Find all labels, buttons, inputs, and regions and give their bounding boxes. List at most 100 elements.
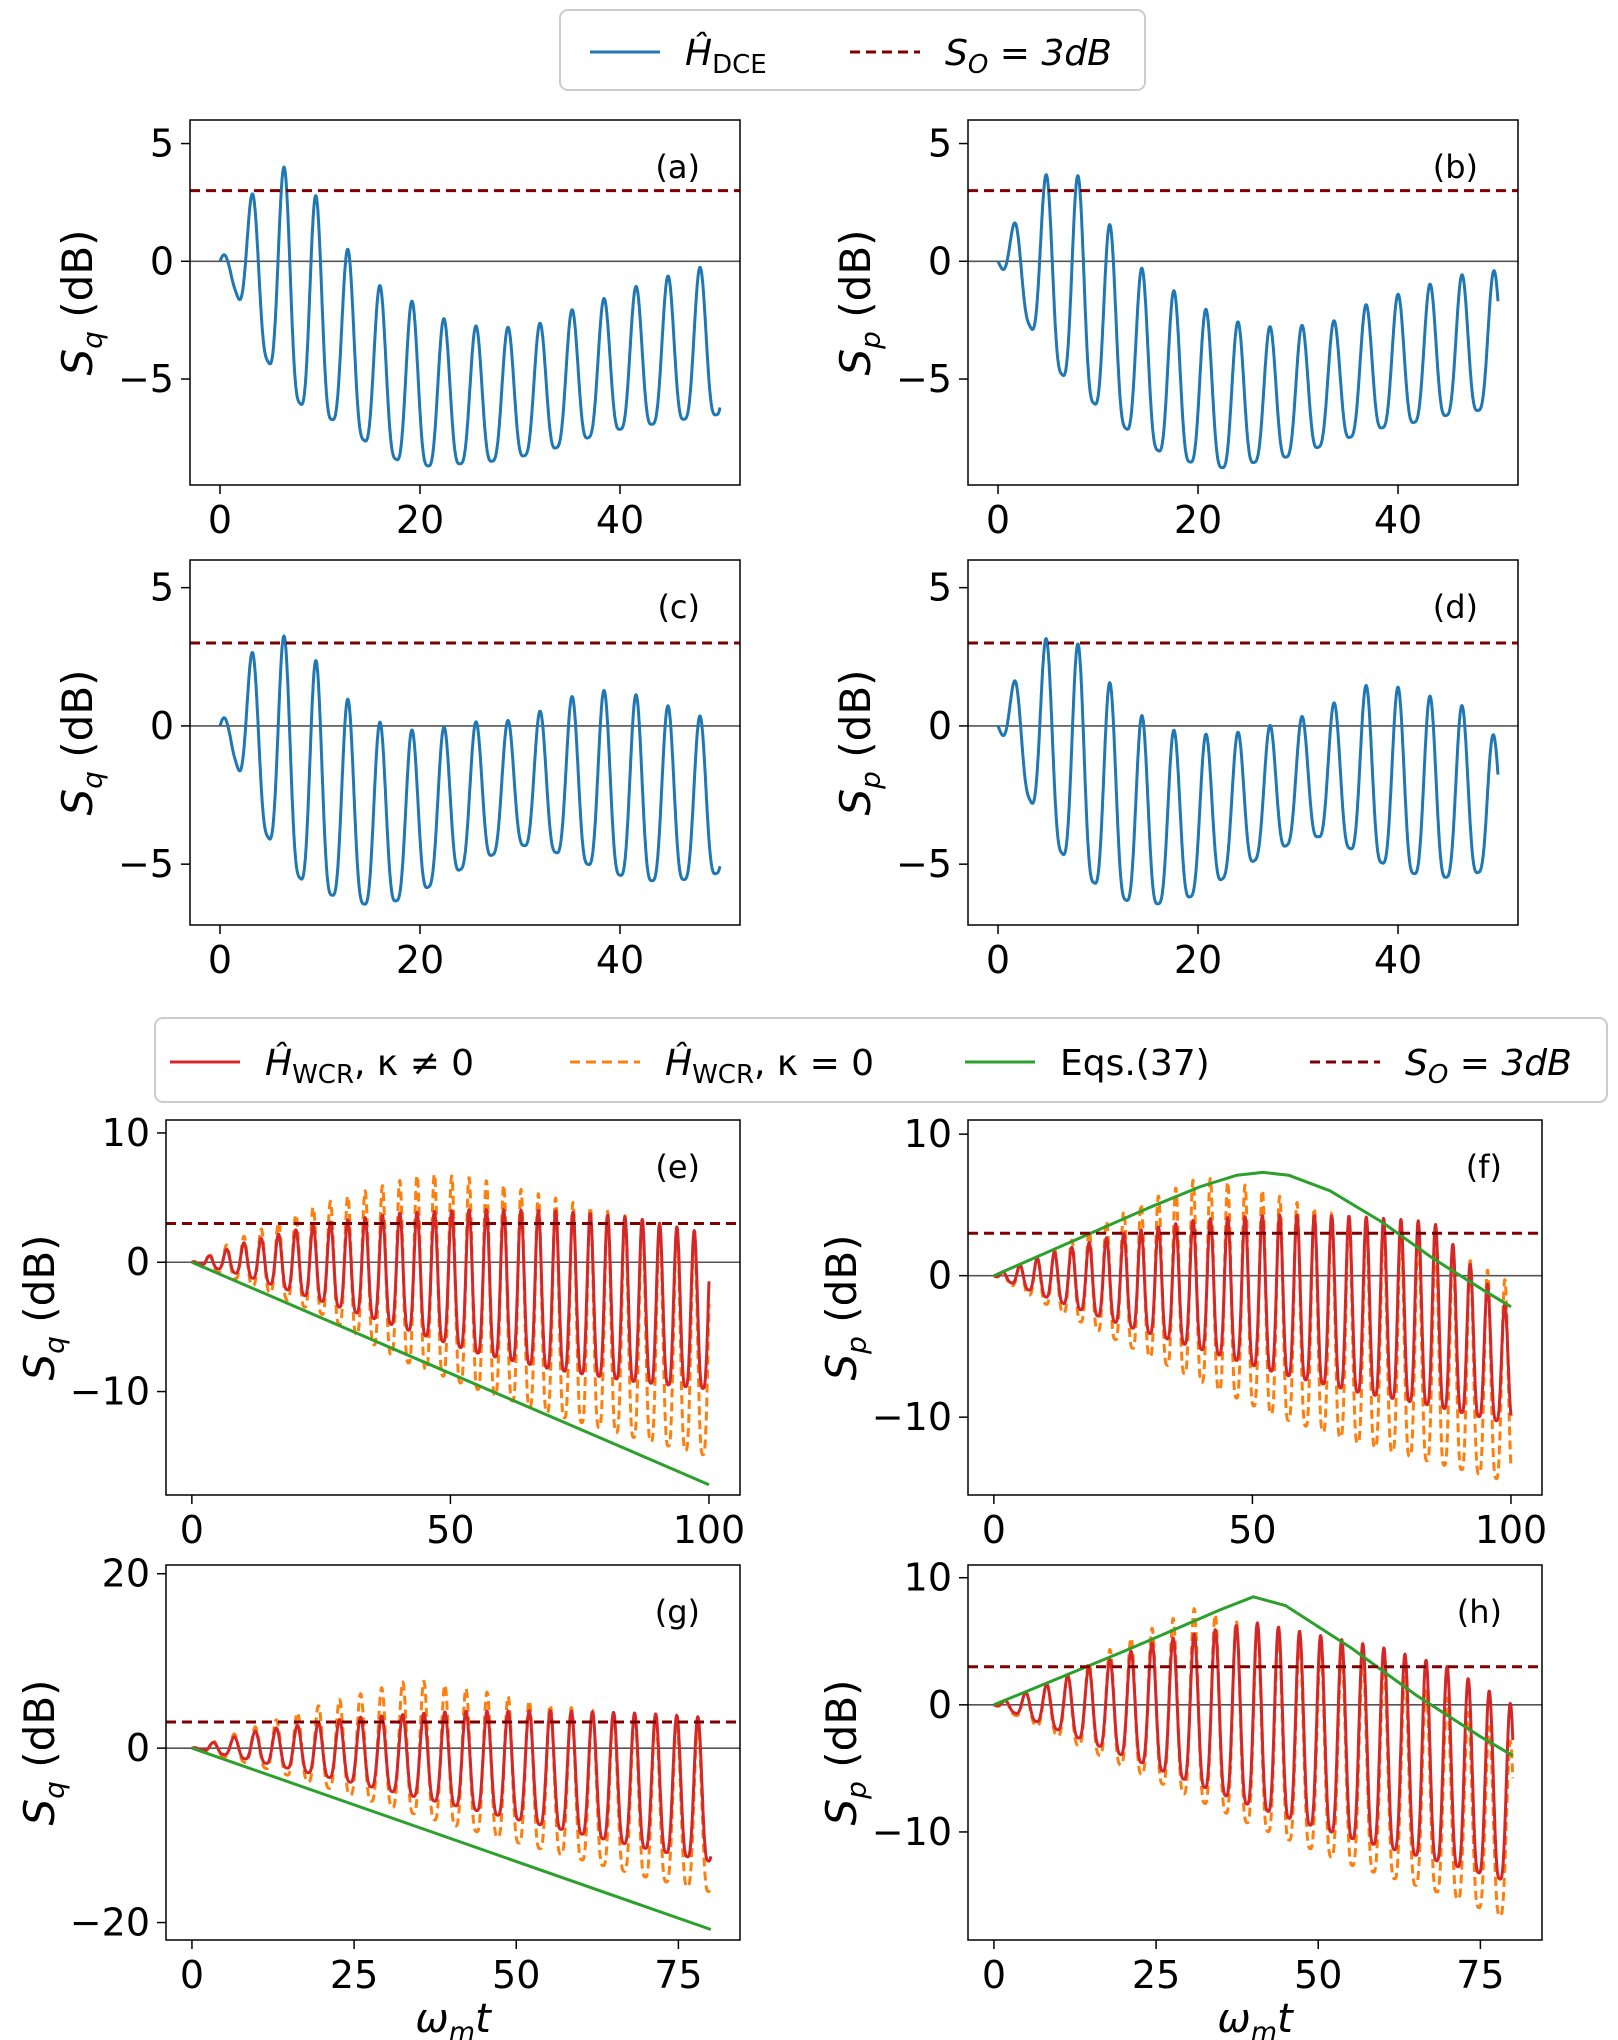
x-tick-label: 0 <box>208 498 232 542</box>
panel-label: (g) <box>655 1593 700 1631</box>
y-axis-label: Sq (dB) <box>53 229 109 375</box>
axes-frame <box>967 1119 1543 1496</box>
series-dce <box>996 637 1500 906</box>
x-tick-label: 25 <box>1132 1953 1180 1997</box>
series-wcr-zero <box>992 1177 1513 1481</box>
y-tick-label: 10 <box>102 1111 150 1155</box>
legend-label-wcr-zero: ĤWCR, κ = 0 <box>665 1042 874 1090</box>
axes-frame <box>165 1564 741 1941</box>
series-wcr-kappa <box>190 1208 711 1390</box>
x-tick-label: 20 <box>396 498 444 542</box>
y-tick-label: 5 <box>928 122 952 166</box>
series-wcr-zero <box>190 1679 713 1893</box>
plot-area-h <box>968 1595 1542 1918</box>
legend-label-so: SO = 3dB <box>1405 1043 1572 1090</box>
legend-label-so: SO = 3dB <box>945 33 1112 80</box>
x-tick-label: 0 <box>180 1953 204 1997</box>
y-tick-label: −5 <box>118 357 174 401</box>
y-tick-label: 0 <box>126 1240 150 1284</box>
x-tick-label: 0 <box>982 1508 1006 1552</box>
legend-top-frame <box>559 9 1146 91</box>
series-wcr-kappa <box>190 1709 713 1863</box>
y-tick-label: 0 <box>928 1683 952 1727</box>
y-tick-label: 0 <box>150 704 174 748</box>
axes-frame <box>165 1119 741 1496</box>
legend-label-dce: ĤDCE <box>685 32 767 80</box>
y-axis-label: Sp (dB) <box>817 1679 873 1825</box>
x-tick-label: 50 <box>1294 1953 1342 1997</box>
axes-frame <box>967 119 1519 486</box>
y-tick-label: 10 <box>904 1112 952 1156</box>
y-tick-label: 5 <box>150 566 174 610</box>
x-tick-label: 100 <box>1475 1508 1548 1552</box>
x-tick-label: 40 <box>596 498 644 542</box>
y-tick-label: 0 <box>126 1726 150 1770</box>
axes-frame <box>189 559 741 926</box>
series-dce <box>218 165 722 468</box>
series-eqs <box>993 1170 1512 1309</box>
x-tick-label: 20 <box>396 938 444 982</box>
y-axis-label: Sq (dB) <box>15 1234 71 1380</box>
legend-label-wcr-kappa: ĤWCR, κ ≠ 0 <box>265 1042 474 1090</box>
panel-label: (h) <box>1457 1593 1502 1631</box>
plot-area-g <box>166 1679 740 1931</box>
x-tick-label: 25 <box>330 1953 378 1997</box>
series-dce <box>218 634 722 906</box>
plot-area-c <box>190 634 740 906</box>
panel-c: 0 20 40 −5 0 5 Sq (dB) (c) <box>53 559 741 982</box>
legend-bottom-frame <box>154 1017 1608 1103</box>
x-tick-label: 100 <box>673 1508 746 1552</box>
legend-bottom: ĤWCR, κ ≠ 0 ĤWCR, κ = 0 Eqs.(37) SO = 3dB <box>154 1017 1608 1103</box>
x-tick-label: 0 <box>986 498 1010 542</box>
series-eqs <box>993 1595 1514 1757</box>
panel-e: 0 50 100 −10 0 10 Sq (dB) (e) <box>15 1111 745 1552</box>
series-eqs <box>191 1260 710 1487</box>
x-tick-label: 0 <box>982 1953 1006 1997</box>
panel-label: (f) <box>1466 1148 1502 1186</box>
y-tick-label: −10 <box>872 1810 952 1854</box>
x-tick-label: 20 <box>1174 938 1222 982</box>
x-tick-label: 40 <box>596 938 644 982</box>
x-tick-label: 40 <box>1374 938 1422 982</box>
y-tick-label: 20 <box>102 1552 150 1596</box>
panel-label: (c) <box>657 588 700 626</box>
panel-label: (b) <box>1433 148 1478 186</box>
y-tick-label: −10 <box>70 1370 150 1414</box>
plot-area-f <box>968 1170 1542 1481</box>
y-axis-label: Sq (dB) <box>15 1679 71 1825</box>
y-tick-label: 0 <box>928 239 952 283</box>
panel-d: 0 20 40 −5 0 5 Sp (dB) (d) <box>831 559 1519 982</box>
panel-g: 0 25 50 75 −20 0 20 Sq (dB) (g) ωmt <box>15 1552 741 2040</box>
plot-area-e <box>166 1172 740 1487</box>
y-axis-label: Sp (dB) <box>817 1234 873 1380</box>
panel-a: 0 20 40 −5 0 5 Sq (dB) (a) <box>53 119 741 542</box>
y-tick-label: −5 <box>896 842 952 886</box>
x-tick-label: 50 <box>1228 1508 1276 1552</box>
series-eqs <box>191 1746 712 1931</box>
plot-area-b <box>968 173 1518 470</box>
legend-label-eqs: Eqs.(37) <box>1060 1043 1210 1084</box>
panel-h: 0 25 50 75 −10 0 10 Sp (dB) (h) ωmt <box>817 1556 1543 2040</box>
y-tick-label: −10 <box>872 1395 952 1439</box>
x-tick-label: 0 <box>986 938 1010 982</box>
x-tick-label: 50 <box>492 1953 540 1997</box>
series-wcr-kappa <box>992 1213 1513 1423</box>
plot-area-d <box>968 637 1518 906</box>
panel-f: 0 50 100 −10 0 10 Sp (dB) (f) <box>817 1112 1547 1552</box>
y-tick-label: 5 <box>150 122 174 166</box>
x-tick-label: 20 <box>1174 498 1222 542</box>
panel-label: (e) <box>655 1148 700 1186</box>
axes-frame <box>967 1564 1543 1941</box>
x-tick-label: 50 <box>426 1508 474 1552</box>
x-tick-label: 0 <box>180 1508 204 1552</box>
y-tick-label: −20 <box>70 1901 150 1945</box>
x-tick-label: 0 <box>208 938 232 982</box>
x-axis-label: ωmt <box>1217 1996 1294 2040</box>
y-tick-label: 0 <box>928 704 952 748</box>
y-tick-label: −5 <box>896 357 952 401</box>
panel-label: (d) <box>1433 588 1478 626</box>
plot-area-a <box>190 165 740 468</box>
x-axis-label: ωmt <box>415 1996 492 2040</box>
y-axis-label: Sp (dB) <box>831 669 887 815</box>
